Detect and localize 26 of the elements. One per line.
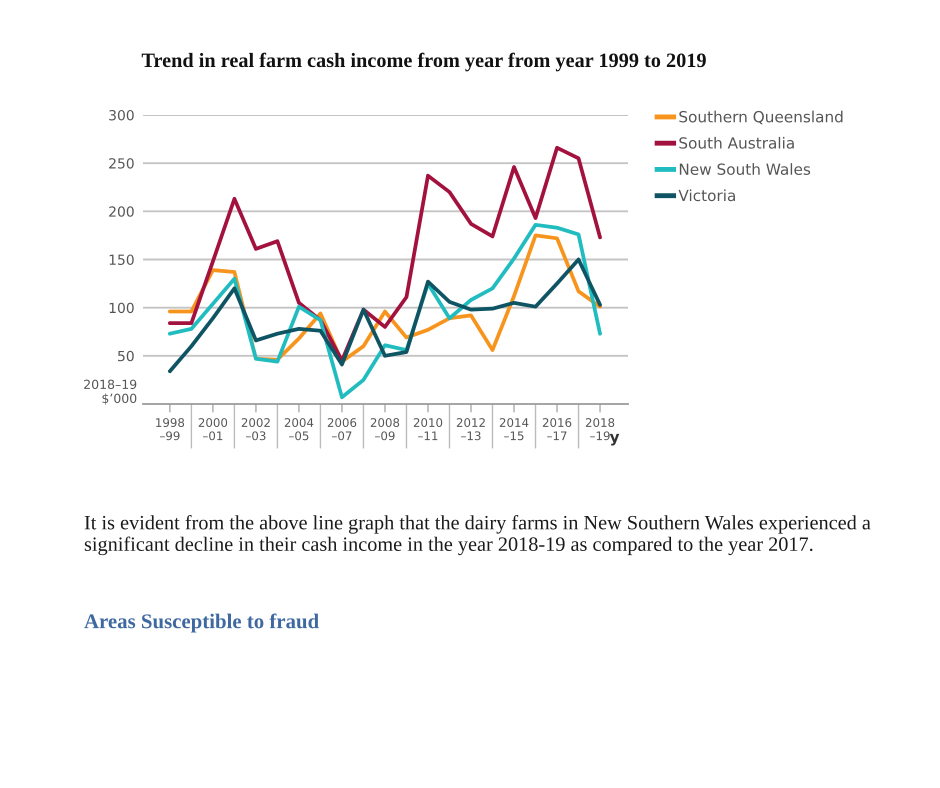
legend-label: Victoria xyxy=(678,189,735,202)
y-tick-label: 300 xyxy=(109,110,134,120)
text: It is evident from the above line graph that the dairy farms in New Southern Wales experienced a significant decline in their cash income in the year 2018-19 as compared to the year 2017. xyxy=(84,515,871,556)
x-tick-label: 2006 –07 xyxy=(328,418,356,440)
x-tick-label: 2010 –11 xyxy=(414,418,442,440)
x-tick-label: 2000 –01 xyxy=(198,418,228,440)
x-tick-label: 2008 –09 xyxy=(370,418,400,440)
x-tick-label: 2004 –05 xyxy=(284,418,314,440)
y-tick-label: 100 xyxy=(110,302,134,314)
legend-label: Southern Queensland xyxy=(679,110,842,124)
text: Areas Susceptible to fraud xyxy=(84,613,319,633)
chart-title: Trend in real farm cash income from year from year 1999 to 2019 xyxy=(142,52,706,72)
x-tick-label: 2014 –15 xyxy=(500,418,528,440)
legend-label: New South Wales xyxy=(680,163,810,175)
y-tick-label: 200 xyxy=(109,206,134,217)
x-tick-label: 2002 –03 xyxy=(242,418,270,440)
line-series xyxy=(168,258,602,374)
x-tick-label: 2012 –13 xyxy=(456,418,485,440)
y-tick-label: 250 xyxy=(109,158,134,169)
y-tick-label: 50 xyxy=(118,350,134,362)
x-tick-label: 2016 –17 xyxy=(542,418,572,440)
x-tick-label: 1998 –99 xyxy=(156,418,184,440)
legend-label: South Australia xyxy=(679,136,794,149)
y-tick-label: 150 xyxy=(110,254,134,265)
y-axis-title: 2018–19 $’000 xyxy=(84,380,136,405)
line-series xyxy=(168,146,602,363)
